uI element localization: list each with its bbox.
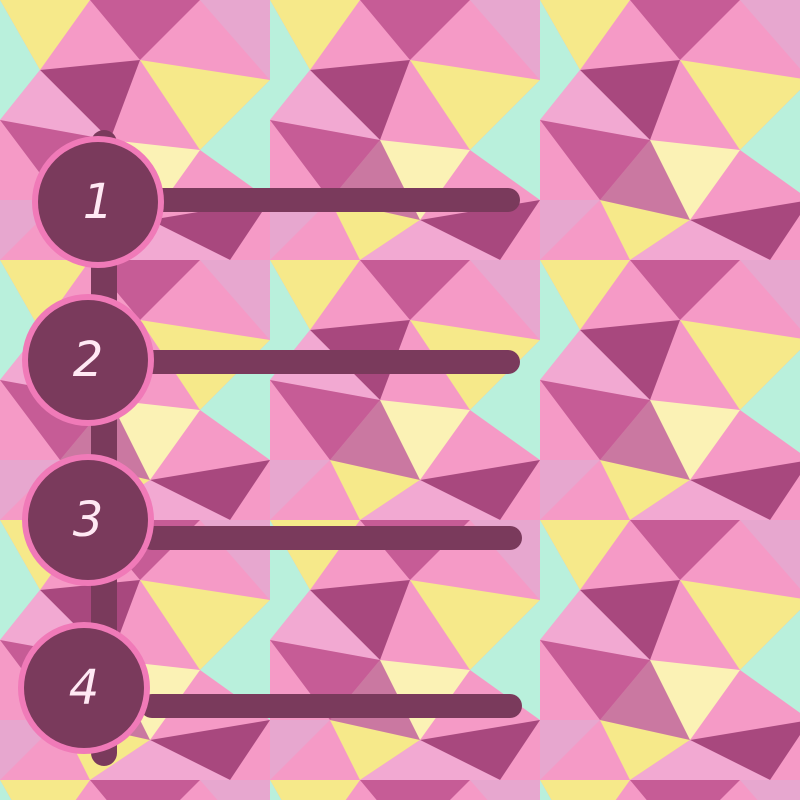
step-4-bar	[140, 694, 522, 718]
step-3-bar	[140, 526, 522, 550]
step-2-bar	[140, 350, 520, 374]
vertical-connector-rod	[91, 130, 117, 766]
step-4-number: 4	[69, 660, 100, 716]
step-3-number: 3	[73, 492, 104, 548]
step-4: 4	[18, 622, 522, 754]
step-1-bar	[140, 188, 520, 212]
step-1-number: 1	[83, 174, 114, 230]
step-2-number: 2	[73, 332, 104, 388]
step-3: 3	[22, 454, 522, 586]
step-1: 1	[32, 136, 520, 268]
step-2: 2	[22, 294, 520, 426]
